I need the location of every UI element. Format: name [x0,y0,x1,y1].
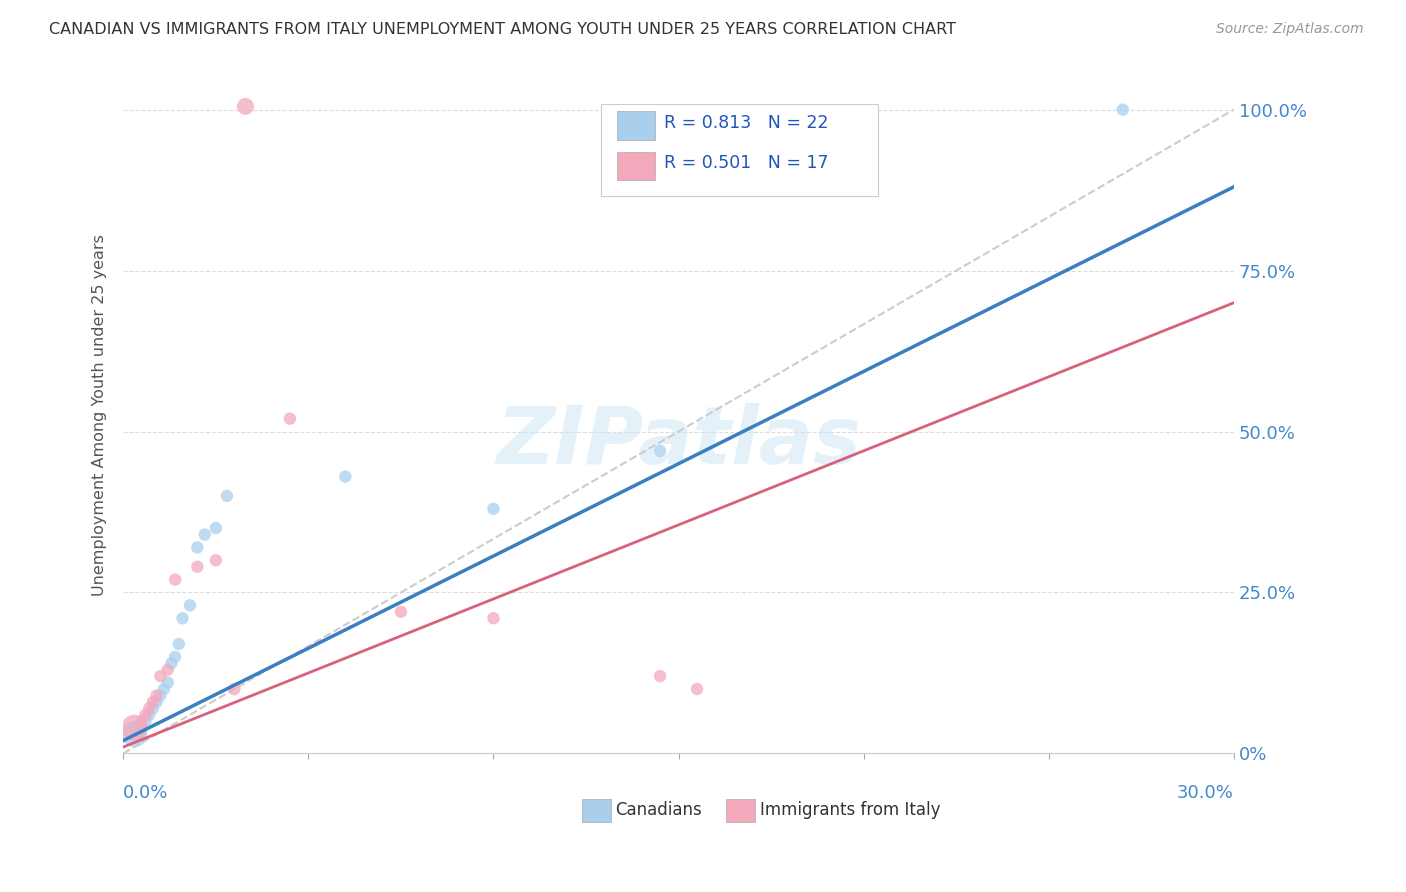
Point [156,663,179,677]
Point [648,669,671,683]
Point [160,657,183,671]
Point [145,689,167,703]
Point [179,599,201,613]
Point [186,559,208,574]
Point [165,573,187,587]
Point [278,411,301,425]
Text: Canadians: Canadians [616,800,702,819]
Point [224,681,246,696]
Point [205,553,228,567]
Point [138,707,160,722]
FancyBboxPatch shape [727,799,755,822]
Point [205,521,228,535]
Point [1112,103,1135,117]
Text: R = 0.813   N = 22: R = 0.813 N = 22 [664,114,828,132]
FancyBboxPatch shape [600,104,879,195]
Point [138,701,160,715]
Point [172,611,194,625]
Point [142,701,165,715]
FancyBboxPatch shape [582,799,610,822]
FancyBboxPatch shape [617,112,655,140]
Point [235,99,257,113]
Text: Immigrants from Italy: Immigrants from Italy [759,800,941,819]
Point [153,681,176,696]
Point [186,541,208,555]
Point [149,669,172,683]
Point [648,443,671,458]
Point [194,527,217,541]
Point [167,637,190,651]
Point [124,721,146,735]
Text: 0.0%: 0.0% [124,784,169,802]
FancyBboxPatch shape [617,152,655,180]
Point [149,689,172,703]
Point [156,675,179,690]
Point [142,695,165,709]
Point [165,649,187,664]
Point [482,501,505,516]
Point [335,469,357,483]
Point [131,714,153,729]
Point [686,681,709,696]
Text: R = 0.501   N = 17: R = 0.501 N = 17 [664,154,828,172]
Point [389,605,412,619]
Point [482,611,505,625]
Text: CANADIAN VS IMMIGRANTS FROM ITALY UNEMPLOYMENT AMONG YOUTH UNDER 25 YEARS CORREL: CANADIAN VS IMMIGRANTS FROM ITALY UNEMPL… [49,22,956,37]
Y-axis label: Unemployment Among Youth under 25 years: Unemployment Among Youth under 25 years [93,235,107,597]
Point [134,714,156,729]
Text: ZIPatlas: ZIPatlas [496,403,860,482]
Point [124,727,146,741]
Point [131,721,153,735]
Text: Source: ZipAtlas.com: Source: ZipAtlas.com [1216,22,1364,37]
Text: 30.0%: 30.0% [1177,784,1234,802]
Point [134,707,156,722]
Point [145,695,167,709]
Point [215,489,238,503]
